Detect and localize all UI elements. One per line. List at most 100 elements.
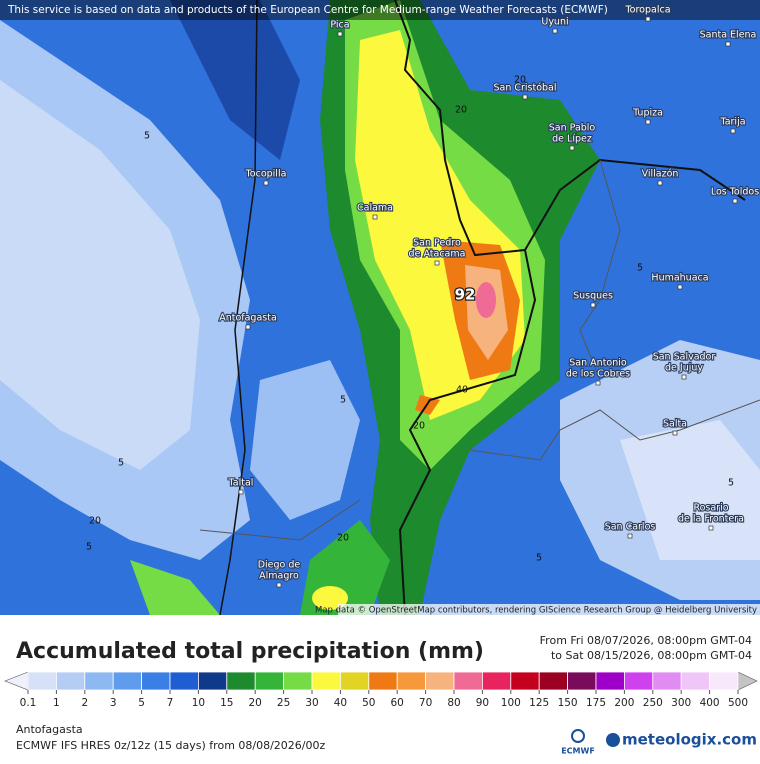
colorbar-box xyxy=(27,671,57,691)
colorbar-box xyxy=(453,671,483,691)
colorbar-label: 300 xyxy=(671,697,691,709)
colorbar-label: 200 xyxy=(614,697,634,709)
colorbar-label: 10 xyxy=(192,697,205,709)
contour-label: 20 xyxy=(89,516,101,527)
colorbar-box xyxy=(311,671,341,691)
place-dot xyxy=(434,260,440,266)
place-dot xyxy=(657,180,663,186)
contour-label: 20 xyxy=(413,421,425,432)
colorbar-label: 100 xyxy=(501,697,521,709)
place-label: San Carlos xyxy=(605,522,656,533)
colorbar-over xyxy=(737,671,758,691)
colorbar-box xyxy=(481,671,512,691)
colorbar-box xyxy=(396,671,427,691)
place-label: San Pedro xyxy=(413,238,461,249)
colorbar-label: 80 xyxy=(447,697,460,709)
colorbar-box xyxy=(368,671,398,691)
meteologix-text[interactable]: meteologix.com xyxy=(622,731,757,749)
ecmwf-logo: ECMWF xyxy=(561,729,595,756)
place-label: Los Toldos xyxy=(711,187,759,198)
place-dot xyxy=(645,16,651,22)
place-dot xyxy=(276,582,282,588)
colorbar-label: 250 xyxy=(643,697,663,709)
place-label: Tarija xyxy=(719,117,745,128)
colorbar-box xyxy=(425,671,455,691)
colorbar-label: 70 xyxy=(419,697,432,709)
contour-label: 20 xyxy=(514,75,526,86)
colorbar-box xyxy=(339,671,370,691)
contour-label: 5 xyxy=(637,263,643,274)
colorbar-box xyxy=(538,671,569,691)
place-dot xyxy=(569,145,575,151)
title: Accumulated total precipitation (mm) xyxy=(16,639,484,664)
place-dot xyxy=(677,284,683,290)
place-label: de Atacama xyxy=(409,249,466,260)
place-label: Tocopilla xyxy=(245,169,287,180)
colorbar-label: 60 xyxy=(391,697,404,709)
max-label: 92 xyxy=(455,286,476,304)
colorbar-box xyxy=(226,671,256,691)
place-label: de Lípez xyxy=(552,134,592,145)
contour-label: 20 xyxy=(337,533,349,544)
place-dot xyxy=(595,380,601,386)
place-label: San Antonio xyxy=(569,358,627,369)
place-dot xyxy=(645,119,651,125)
colorbar-label: 15 xyxy=(220,697,233,709)
place-label: Antofagasta xyxy=(219,313,277,324)
place-label: de los Cobres xyxy=(566,369,630,380)
place-dot xyxy=(681,374,687,380)
colorbar-box xyxy=(141,671,171,691)
colorbar-box xyxy=(169,671,199,691)
place-dot xyxy=(725,41,731,47)
ecmwf-text: ECMWF xyxy=(561,747,595,756)
colorbar-box xyxy=(112,671,142,691)
notice: This service is based on data and produc… xyxy=(7,4,608,16)
place-dot xyxy=(732,198,738,204)
attribution: Map data © OpenStreetMap contributors, r… xyxy=(315,606,757,616)
colorbar-label: 50 xyxy=(362,697,375,709)
place-label: Tupiza xyxy=(632,108,663,119)
model: ECMWF IFS HRES 0z/12z (15 days) from 08/… xyxy=(16,739,326,752)
place-label: Villazón xyxy=(642,169,679,180)
map: This service is based on data and produc… xyxy=(0,0,760,616)
place-dot xyxy=(263,180,269,186)
colorbar-box xyxy=(595,671,625,691)
colorbar-label: 1 xyxy=(53,697,60,709)
place-label: Susques xyxy=(573,291,613,302)
place-label: Rosario xyxy=(693,503,728,514)
colorbar-box xyxy=(680,671,711,691)
contour-label: 20 xyxy=(455,105,467,116)
colorbar-label: 175 xyxy=(586,697,606,709)
place-label: de Jujuy xyxy=(665,363,703,374)
place-dot xyxy=(372,214,378,220)
colorbar-label: 20 xyxy=(249,697,262,709)
colorbar-label: 400 xyxy=(700,697,720,709)
place-dot xyxy=(590,302,596,308)
colorbar-label: 30 xyxy=(305,697,318,709)
colorbar: 0.1 1 2 3 5 7 10 15 20 25 30 40 50 60 70 80 90 100 125 150 1… xyxy=(4,671,758,709)
place-dot xyxy=(627,533,633,539)
contour-label: 5 xyxy=(118,458,124,469)
colorbar-box xyxy=(567,671,597,691)
colorbar-label: 5 xyxy=(138,697,145,709)
colorbar-under xyxy=(4,671,29,691)
place-label: Pica xyxy=(330,20,349,31)
place-label: Humahuaca xyxy=(651,273,708,284)
place-dot xyxy=(245,324,251,330)
meteologix-logo[interactable]: meteologix.com xyxy=(606,731,757,749)
colorbar-box xyxy=(197,671,228,691)
colorbar-label: 3 xyxy=(110,697,117,709)
place-label: Diego de xyxy=(258,560,301,571)
colorbar-box xyxy=(254,671,284,691)
place-label: de la Frontera xyxy=(678,514,744,525)
place-label: Salta xyxy=(663,419,687,430)
place-label: San Pablo xyxy=(549,123,596,134)
place-dot xyxy=(730,128,736,134)
period-from: From Fri 08/07/2026, 08:00pm GMT-04 xyxy=(540,634,752,647)
colorbar-label: 500 xyxy=(728,697,748,709)
contour-label: 5 xyxy=(144,131,150,142)
colorbar-box xyxy=(56,671,86,691)
colorbar-box xyxy=(283,671,313,691)
place-label: Toropalca xyxy=(624,5,670,16)
